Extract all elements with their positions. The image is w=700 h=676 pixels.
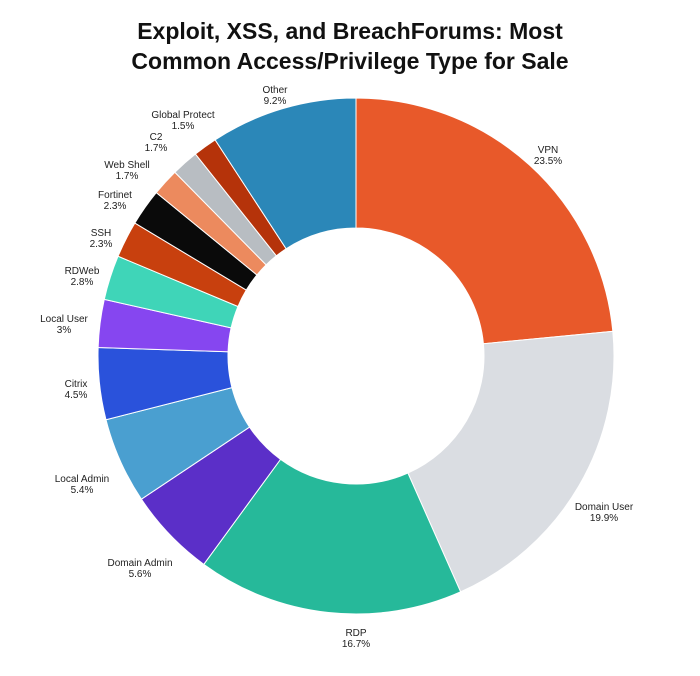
label-other: Other 9.2% <box>262 85 288 107</box>
label-c2: C2 1.7% <box>145 132 168 154</box>
label-citrix: Citrix 4.5% <box>65 379 88 401</box>
label-local-admin: Local Admin 5.4% <box>55 474 109 496</box>
label-local-user: Local User 3% <box>40 314 88 336</box>
label-fortinet: Fortinet 2.3% <box>98 190 132 212</box>
label-ssh: SSH 2.3% <box>90 228 113 250</box>
chart-title-line-2: Common Access/Privilege Type for Sale <box>131 48 569 74</box>
label-domain-admin: Domain Admin 5.6% <box>107 558 172 580</box>
slice-domain-user <box>407 330 615 593</box>
label-web-shell: Web Shell 1.7% <box>104 160 149 182</box>
label-rdweb: RDWeb 2.8% <box>65 266 100 288</box>
label-global-protect: Global Protect 1.5% <box>151 110 215 132</box>
label-domain-user: Domain User 19.9% <box>575 502 634 524</box>
slice-rdp <box>203 458 462 615</box>
chart-title-line-1: Exploit, XSS, and BreachForums: Most <box>137 18 563 44</box>
slice-other <box>214 97 357 250</box>
chart-title: Exploit, XSS, and BreachForums: Most Com… <box>0 16 700 76</box>
label-vpn: VPN 23.5% <box>534 145 562 167</box>
label-rdp: RDP 16.7% <box>342 628 370 650</box>
slice-vpn <box>355 97 614 345</box>
